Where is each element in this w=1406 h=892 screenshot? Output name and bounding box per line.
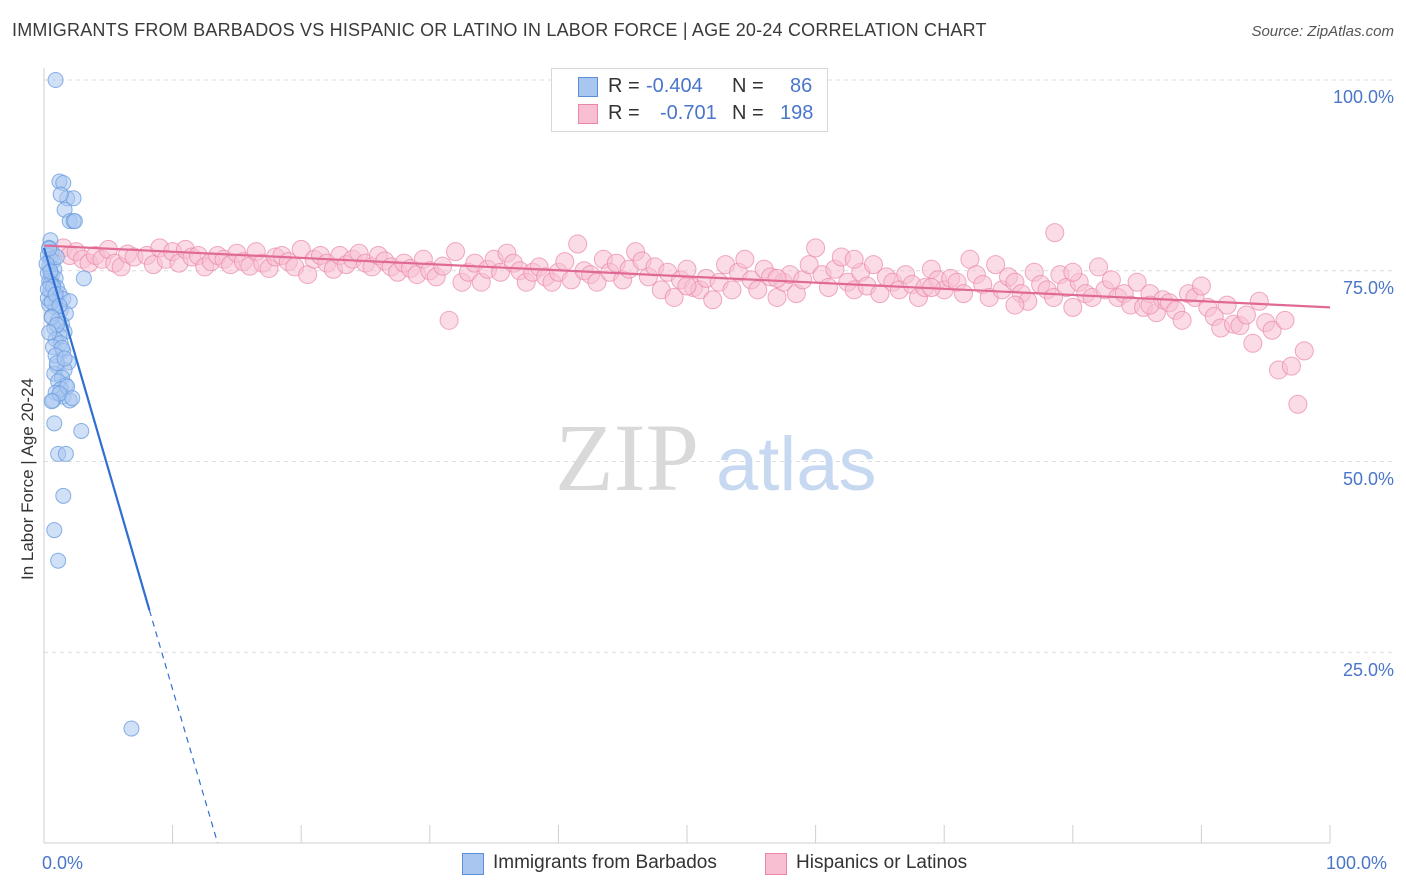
y-tick-label: 100.0% — [1332, 87, 1394, 107]
data-point-hispanic — [1191, 276, 1211, 296]
data-point-barbados — [64, 390, 81, 407]
data-point-barbados — [123, 720, 140, 737]
legend-swatch-hispanic — [578, 104, 598, 124]
data-point-hispanic — [1288, 394, 1308, 414]
data-point-barbados — [73, 422, 90, 439]
legend-r-value: -0.701 — [660, 102, 717, 124]
data-point-hispanic — [446, 242, 466, 262]
data-point-hispanic — [1045, 223, 1065, 243]
y-tick-label: 25.0% — [1342, 660, 1394, 680]
data-point-hispanic — [568, 234, 588, 254]
data-point-hispanic — [806, 238, 826, 258]
data-point-hispanic — [844, 249, 864, 269]
data-point-hispanic — [1063, 297, 1083, 317]
axes — [43, 68, 1331, 844]
legend-swatch-barbados — [578, 77, 598, 97]
data-point-hispanic — [818, 278, 838, 298]
data-point-hispanic — [433, 256, 453, 276]
y-tick-label: 75.0% — [1342, 278, 1394, 298]
data-point-hispanic — [677, 276, 697, 296]
bottom-legend-label: Immigrants from Barbados — [493, 852, 717, 873]
data-point-hispanic — [735, 249, 755, 269]
data-point-hispanic — [1294, 341, 1314, 361]
data-point-barbados — [55, 487, 72, 504]
data-point-hispanic — [1140, 295, 1160, 315]
data-point-hispanic — [1236, 305, 1256, 325]
data-point-hispanic — [664, 287, 684, 307]
hispanic-points — [53, 223, 1314, 414]
data-point-barbados — [75, 270, 92, 287]
data-point-barbados — [66, 213, 83, 230]
data-point-hispanic — [722, 280, 742, 300]
data-point-hispanic — [555, 252, 575, 272]
watermark-zip: ZIP — [555, 404, 699, 511]
data-point-hispanic — [1243, 333, 1263, 353]
data-point-barbados — [43, 393, 60, 410]
data-point-hispanic — [1172, 310, 1192, 330]
data-point-hispanic — [767, 268, 787, 288]
data-point-barbados — [57, 445, 74, 462]
data-point-hispanic — [1089, 257, 1109, 277]
x-tick-label-min: 0.0% — [42, 853, 84, 873]
data-point-hispanic — [703, 290, 723, 310]
barbados-points — [38, 72, 140, 737]
data-point-hispanic — [1281, 356, 1301, 376]
data-point-barbados — [50, 552, 67, 569]
data-point-hispanic — [799, 255, 819, 275]
trend-line-barbados — [42, 247, 151, 611]
data-point-hispanic — [1005, 295, 1025, 315]
trend-lines — [42, 244, 1331, 844]
data-point-hispanic — [1249, 291, 1269, 311]
data-point-barbados — [52, 186, 69, 203]
data-point-hispanic — [1275, 310, 1295, 330]
bottom-legend-label: Hispanics or Latinos — [796, 852, 968, 873]
data-point-hispanic — [1101, 270, 1121, 290]
data-point-barbados — [46, 522, 63, 539]
data-point-hispanic — [953, 284, 973, 304]
gridlines — [44, 79, 1392, 653]
data-point-hispanic — [1063, 262, 1083, 282]
trend-line-hispanic — [43, 244, 1331, 309]
bottom-legend-swatch-barbados — [462, 853, 484, 875]
legend: R = -0.404 N = 86 R = -0.701 N = 198 — [551, 68, 828, 132]
legend-n-value: 198 — [780, 102, 814, 124]
data-point-barbados — [47, 72, 64, 88]
watermark-atlas: atlas — [716, 422, 877, 507]
data-point-barbados — [46, 415, 63, 432]
y-tick-label: 50.0% — [1342, 469, 1394, 489]
legend-r-value: -0.404 — [646, 75, 703, 97]
x-tick-label-max: 100.0% — [1326, 853, 1388, 873]
data-point-hispanic — [863, 255, 883, 275]
data-point-hispanic — [1127, 272, 1147, 292]
data-point-hispanic — [439, 310, 459, 330]
legend-r-label: R = — [608, 102, 640, 124]
legend-n-label: N = — [732, 75, 764, 97]
chart-title: IMMIGRANTS FROM BARBADOS VS HISPANIC OR … — [12, 20, 987, 40]
data-point-barbados — [41, 324, 58, 341]
legend-n-label: N = — [732, 102, 764, 124]
data-point-barbados — [56, 350, 73, 367]
legend-r-label: R = — [608, 75, 640, 97]
data-point-hispanic — [870, 284, 890, 304]
source-label[interactable]: Source: ZipAtlas.com — [1251, 23, 1394, 40]
data-point-hispanic — [1217, 295, 1237, 315]
bottom-legend-swatch-hispanic — [765, 853, 787, 875]
data-point-hispanic — [1262, 320, 1282, 340]
legend-n-value: 86 — [790, 75, 813, 97]
trend-line-barbados-extension — [148, 610, 219, 844]
data-point-hispanic — [986, 255, 1006, 275]
y-axis-title: In Labor Force | Age 20-24 — [18, 378, 37, 580]
